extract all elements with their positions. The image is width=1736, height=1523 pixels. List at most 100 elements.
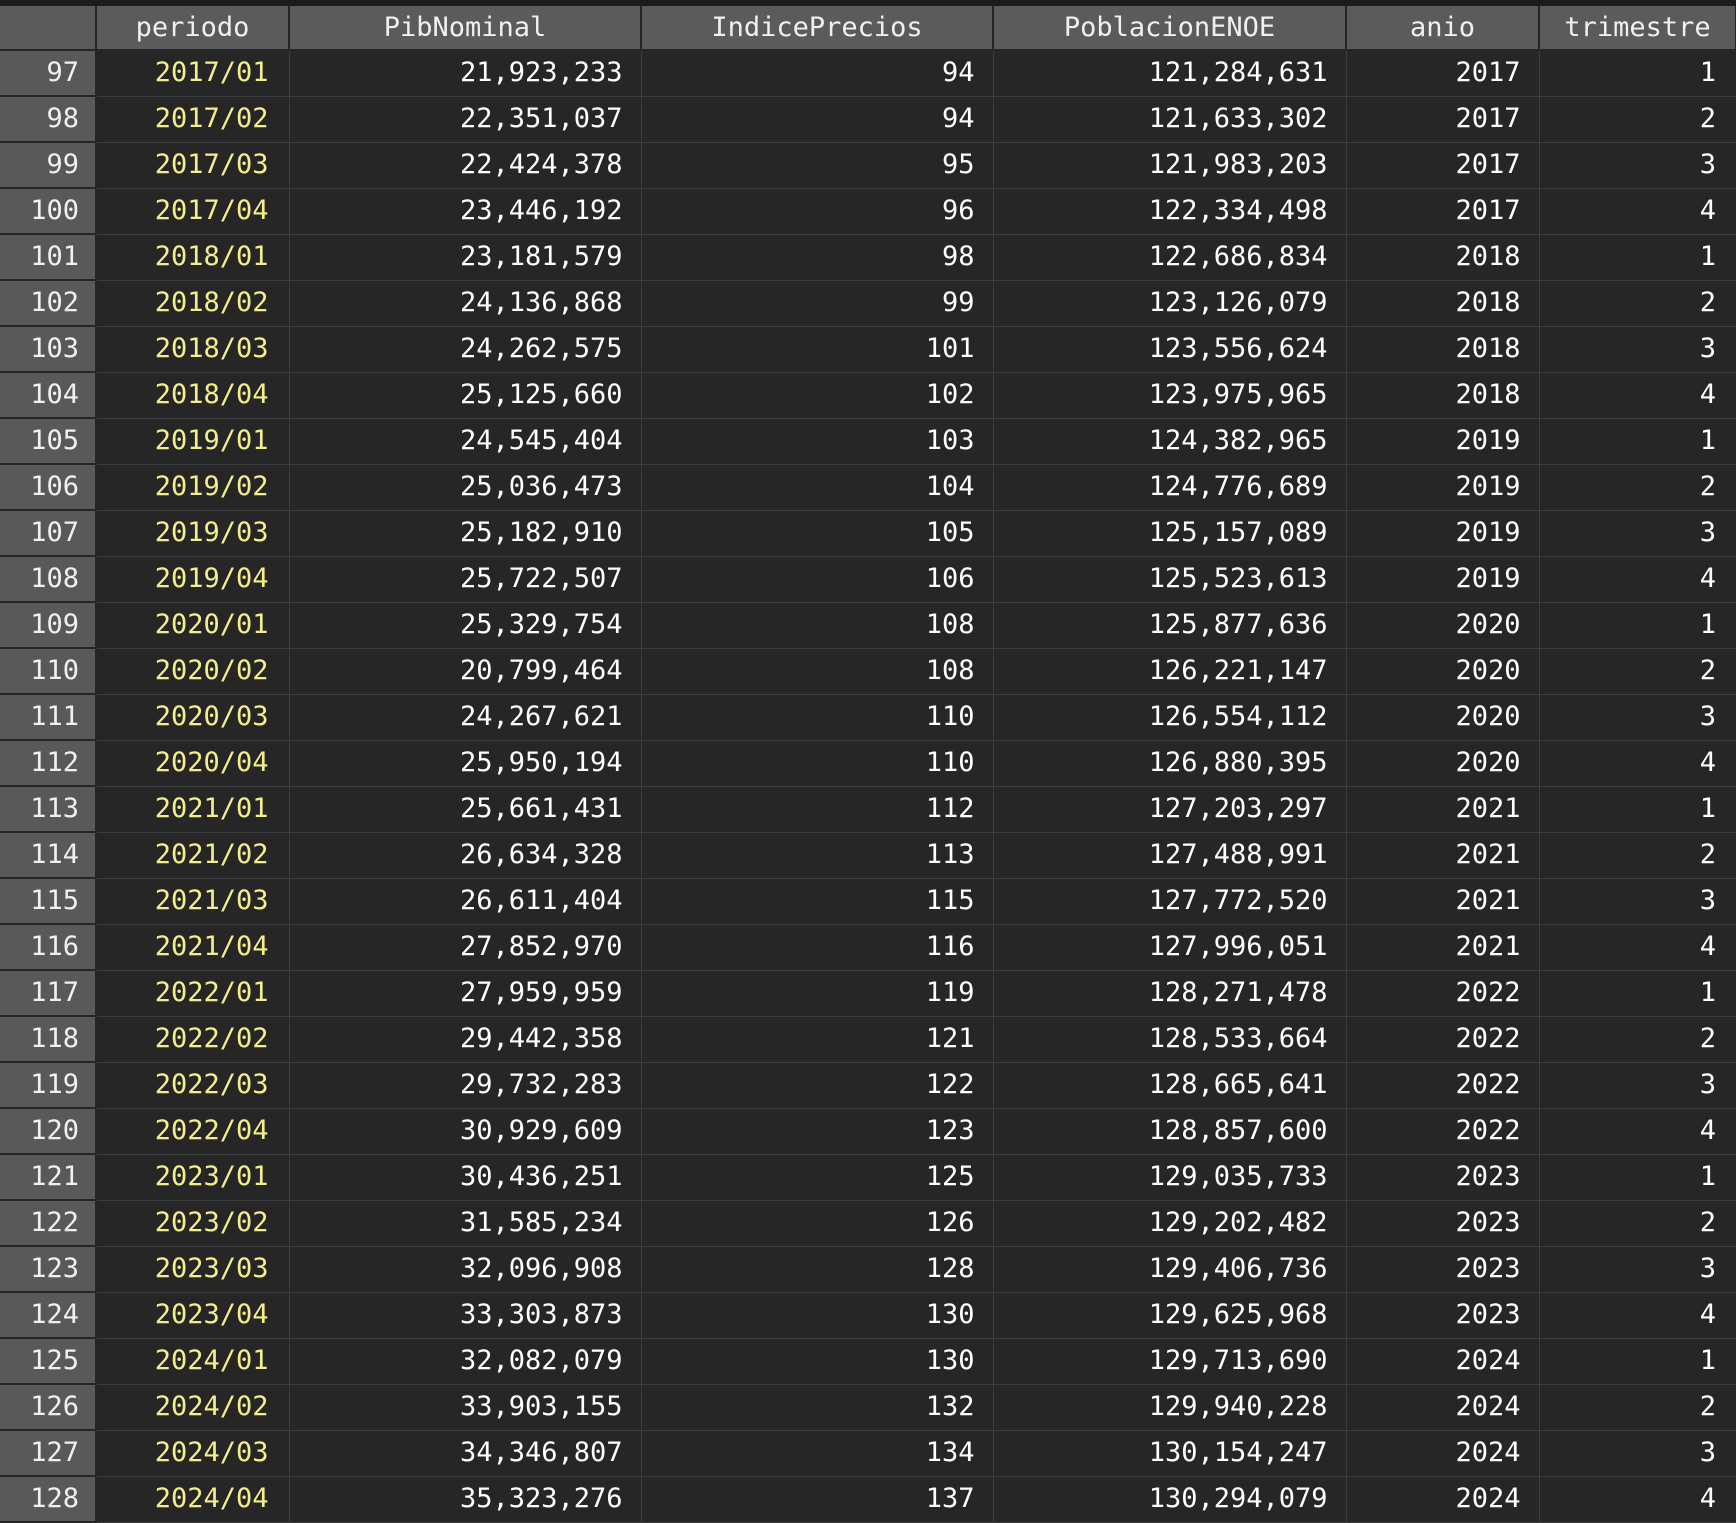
table-row[interactable]: 126 2024/02 33,903,155 132 129,940,228 2024 2 <box>0 1384 1736 1431</box>
table-row[interactable]: 114 2021/02 26,634,328 113 127,488,991 2021 2 <box>0 832 1736 879</box>
periodo-cell[interactable]: 2019/03 <box>96 510 290 557</box>
periodo-cell[interactable]: 2020/03 <box>96 694 290 741</box>
indiceprecios-cell[interactable]: 130 <box>641 1338 994 1385</box>
trimestre-cell[interactable]: 2 <box>1539 1200 1736 1247</box>
poblacionenoe-cell[interactable]: 130,154,247 <box>993 1430 1347 1477</box>
indiceprecios-cell[interactable]: 102 <box>641 372 994 419</box>
pibnominal-cell[interactable]: 30,436,251 <box>289 1154 642 1201</box>
row-number-cell[interactable]: 120 <box>0 1108 97 1155</box>
table-row[interactable]: 97 2017/01 21,923,233 94 121,284,631 2017 1 <box>0 50 1736 97</box>
trimestre-cell[interactable]: 1 <box>1539 1338 1736 1385</box>
row-number-cell[interactable]: 122 <box>0 1200 97 1247</box>
anio-cell[interactable]: 2024 <box>1346 1430 1540 1477</box>
poblacionenoe-cell[interactable]: 129,713,690 <box>993 1338 1347 1385</box>
trimestre-cell[interactable]: 3 <box>1539 326 1736 373</box>
poblacionenoe-cell[interactable]: 122,686,834 <box>993 234 1347 281</box>
pibnominal-cell[interactable]: 23,446,192 <box>289 188 642 235</box>
periodo-cell[interactable]: 2019/02 <box>96 464 290 511</box>
anio-cell[interactable]: 2021 <box>1346 924 1540 971</box>
trimestre-cell[interactable]: 4 <box>1539 372 1736 419</box>
trimestre-cell[interactable]: 1 <box>1539 602 1736 649</box>
pibnominal-cell[interactable]: 33,303,873 <box>289 1292 642 1339</box>
trimestre-cell[interactable]: 3 <box>1539 1062 1736 1109</box>
trimestre-cell[interactable]: 4 <box>1539 1476 1736 1523</box>
indiceprecios-cell[interactable]: 134 <box>641 1430 994 1477</box>
periodo-cell[interactable]: 2017/02 <box>96 96 290 143</box>
trimestre-cell[interactable]: 2 <box>1539 648 1736 695</box>
anio-cell[interactable]: 2017 <box>1346 142 1540 189</box>
table-row[interactable]: 123 2023/03 32,096,908 128 129,406,736 2023 3 <box>0 1246 1736 1293</box>
trimestre-cell[interactable]: 3 <box>1539 510 1736 557</box>
trimestre-cell[interactable]: 2 <box>1539 832 1736 879</box>
row-number-cell[interactable]: 107 <box>0 510 97 557</box>
anio-cell[interactable]: 2018 <box>1346 326 1540 373</box>
anio-cell[interactable]: 2017 <box>1346 50 1540 97</box>
indiceprecios-cell[interactable]: 121 <box>641 1016 994 1063</box>
table-row[interactable]: 122 2023/02 31,585,234 126 129,202,482 2023 2 <box>0 1200 1736 1247</box>
row-number-cell[interactable]: 112 <box>0 740 97 787</box>
indiceprecios-cell[interactable]: 103 <box>641 418 994 465</box>
anio-cell[interactable]: 2019 <box>1346 510 1540 557</box>
periodo-cell[interactable]: 2020/01 <box>96 602 290 649</box>
trimestre-cell[interactable]: 1 <box>1539 50 1736 97</box>
poblacionenoe-cell[interactable]: 126,221,147 <box>993 648 1347 695</box>
pibnominal-cell[interactable]: 22,424,378 <box>289 142 642 189</box>
table-row[interactable]: 106 2019/02 25,036,473 104 124,776,689 2019 2 <box>0 464 1736 511</box>
periodo-cell[interactable]: 2018/01 <box>96 234 290 281</box>
periodo-cell[interactable]: 2020/04 <box>96 740 290 787</box>
table-row[interactable]: 118 2022/02 29,442,358 121 128,533,664 2022 2 <box>0 1016 1736 1063</box>
periodo-cell[interactable]: 2024/03 <box>96 1430 290 1477</box>
table-row[interactable]: 112 2020/04 25,950,194 110 126,880,395 2020 4 <box>0 740 1736 787</box>
pibnominal-cell[interactable]: 27,852,970 <box>289 924 642 971</box>
table-row[interactable]: 102 2018/02 24,136,868 99 123,126,079 2018 2 <box>0 280 1736 327</box>
indiceprecios-cell[interactable]: 126 <box>641 1200 994 1247</box>
row-number-cell[interactable]: 127 <box>0 1430 97 1477</box>
row-number-cell[interactable]: 117 <box>0 970 97 1017</box>
pibnominal-cell[interactable]: 20,799,464 <box>289 648 642 695</box>
periodo-cell[interactable]: 2018/04 <box>96 372 290 419</box>
trimestre-cell[interactable]: 3 <box>1539 1430 1736 1477</box>
periodo-cell[interactable]: 2019/01 <box>96 418 290 465</box>
anio-cell[interactable]: 2021 <box>1346 832 1540 879</box>
indiceprecios-cell[interactable]: 95 <box>641 142 994 189</box>
poblacionenoe-cell[interactable]: 123,556,624 <box>993 326 1347 373</box>
periodo-cell[interactable]: 2024/02 <box>96 1384 290 1431</box>
trimestre-cell[interactable]: 4 <box>1539 924 1736 971</box>
trimestre-cell[interactable]: 4 <box>1539 556 1736 603</box>
table-row[interactable]: 127 2024/03 34,346,807 134 130,154,247 2024 3 <box>0 1430 1736 1477</box>
table-row[interactable]: 99 2017/03 22,424,378 95 121,983,203 2017 3 <box>0 142 1736 189</box>
anio-cell[interactable]: 2020 <box>1346 602 1540 649</box>
pibnominal-cell[interactable]: 25,722,507 <box>289 556 642 603</box>
column-header-anio[interactable]: anio <box>1346 6 1540 51</box>
anio-cell[interactable]: 2019 <box>1346 418 1540 465</box>
poblacionenoe-cell[interactable]: 127,488,991 <box>993 832 1347 879</box>
indiceprecios-cell[interactable]: 106 <box>641 556 994 603</box>
trimestre-cell[interactable]: 3 <box>1539 694 1736 741</box>
pibnominal-cell[interactable]: 24,262,575 <box>289 326 642 373</box>
anio-cell[interactable]: 2021 <box>1346 878 1540 925</box>
periodo-cell[interactable]: 2017/03 <box>96 142 290 189</box>
trimestre-cell[interactable]: 2 <box>1539 96 1736 143</box>
table-row[interactable]: 108 2019/04 25,722,507 106 125,523,613 2019 4 <box>0 556 1736 603</box>
row-number-cell[interactable]: 121 <box>0 1154 97 1201</box>
table-row[interactable]: 128 2024/04 35,323,276 137 130,294,079 2024 4 <box>0 1476 1736 1523</box>
pibnominal-cell[interactable]: 25,329,754 <box>289 602 642 649</box>
column-header-pibnominal[interactable]: PibNominal <box>289 6 642 51</box>
indiceprecios-cell[interactable]: 137 <box>641 1476 994 1523</box>
column-header-periodo[interactable]: periodo <box>96 6 290 51</box>
indiceprecios-cell[interactable]: 122 <box>641 1062 994 1109</box>
poblacionenoe-cell[interactable]: 126,554,112 <box>993 694 1347 741</box>
row-number-cell[interactable]: 119 <box>0 1062 97 1109</box>
anio-cell[interactable]: 2024 <box>1346 1338 1540 1385</box>
anio-cell[interactable]: 2024 <box>1346 1384 1540 1431</box>
indiceprecios-cell[interactable]: 110 <box>641 740 994 787</box>
row-number-cell[interactable]: 100 <box>0 188 97 235</box>
table-row[interactable]: 107 2019/03 25,182,910 105 125,157,089 2019 3 <box>0 510 1736 557</box>
poblacionenoe-cell[interactable]: 129,940,228 <box>993 1384 1347 1431</box>
pibnominal-cell[interactable]: 22,351,037 <box>289 96 642 143</box>
table-row[interactable]: 111 2020/03 24,267,621 110 126,554,112 2020 3 <box>0 694 1736 741</box>
anio-cell[interactable]: 2018 <box>1346 372 1540 419</box>
poblacionenoe-cell[interactable]: 122,334,498 <box>993 188 1347 235</box>
anio-cell[interactable]: 2023 <box>1346 1154 1540 1201</box>
trimestre-cell[interactable]: 4 <box>1539 188 1736 235</box>
